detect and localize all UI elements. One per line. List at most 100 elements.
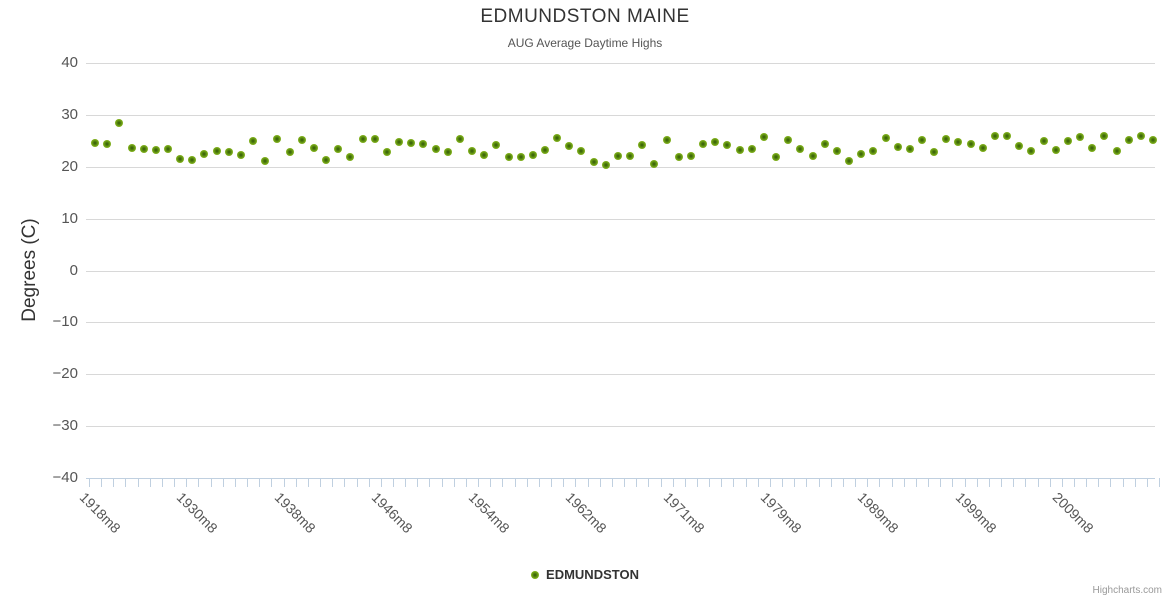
data-point[interactable] — [91, 139, 99, 148]
data-point[interactable] — [905, 145, 914, 154]
data-point[interactable] — [966, 139, 975, 148]
x-axis-tick — [648, 478, 650, 487]
data-point[interactable] — [686, 151, 695, 160]
data-point[interactable] — [188, 156, 197, 164]
data-point[interactable] — [893, 143, 902, 151]
data-point[interactable] — [942, 134, 951, 143]
x-axis-tick — [818, 478, 820, 487]
data-point[interactable] — [1136, 131, 1145, 140]
data-point[interactable] — [224, 147, 233, 156]
data-point[interactable] — [1027, 147, 1036, 156]
data-point[interactable] — [832, 146, 841, 155]
data-point[interactable] — [1076, 133, 1084, 142]
data-point[interactable] — [553, 133, 562, 142]
legend-item-edmundston[interactable]: EDMUNDSTON — [0, 567, 1170, 582]
data-point[interactable] — [1003, 131, 1012, 140]
x-axis-tick — [769, 478, 771, 487]
x-axis-tick — [88, 478, 90, 487]
data-point[interactable] — [674, 153, 683, 162]
data-point[interactable] — [881, 133, 890, 142]
data-point[interactable] — [747, 144, 756, 153]
data-point[interactable] — [176, 155, 185, 163]
data-point[interactable] — [601, 161, 610, 170]
data-point[interactable] — [127, 143, 136, 152]
data-point[interactable] — [954, 137, 963, 146]
data-point[interactable] — [516, 153, 525, 162]
data-point[interactable] — [857, 150, 866, 159]
data-point[interactable] — [808, 151, 817, 160]
data-point[interactable] — [990, 132, 999, 141]
data-point[interactable] — [249, 137, 258, 146]
data-point[interactable] — [917, 135, 926, 144]
data-point[interactable] — [164, 145, 172, 154]
data-point[interactable] — [626, 151, 635, 160]
data-point[interactable] — [930, 148, 939, 157]
data-point[interactable] — [212, 147, 221, 156]
data-point[interactable] — [115, 119, 124, 128]
data-point[interactable] — [395, 138, 403, 147]
data-point[interactable] — [346, 153, 355, 162]
data-point[interactable] — [322, 155, 331, 164]
data-point[interactable] — [431, 145, 440, 154]
data-point[interactable] — [541, 145, 549, 154]
data-point[interactable] — [784, 136, 793, 145]
highcharts-credits-link[interactable]: Highcharts.com — [1092, 585, 1162, 596]
data-point[interactable] — [468, 146, 476, 155]
data-point[interactable] — [1149, 135, 1157, 144]
data-point[interactable] — [589, 158, 598, 167]
data-point[interactable] — [492, 141, 501, 149]
data-point[interactable] — [200, 150, 209, 159]
x-axis-tick — [903, 478, 905, 487]
y-gridline — [86, 270, 1155, 272]
data-point[interactable] — [1100, 131, 1109, 140]
data-point[interactable] — [978, 143, 987, 152]
data-point[interactable] — [1063, 137, 1072, 146]
data-point[interactable] — [662, 136, 671, 145]
data-point[interactable] — [236, 151, 245, 160]
data-point[interactable] — [820, 139, 829, 148]
data-point[interactable] — [285, 147, 294, 156]
data-point[interactable] — [443, 147, 452, 156]
data-point[interactable] — [577, 146, 586, 155]
data-point[interactable] — [759, 133, 768, 142]
data-point[interactable] — [309, 143, 318, 152]
data-point[interactable] — [650, 160, 659, 169]
data-point[interactable] — [711, 138, 720, 147]
data-point[interactable] — [528, 150, 537, 159]
data-point[interactable] — [1015, 142, 1024, 150]
data-point[interactable] — [845, 157, 853, 165]
data-point[interactable] — [297, 135, 306, 144]
y-axis-tick-label: 30 — [61, 105, 78, 123]
data-point[interactable] — [151, 146, 160, 155]
data-point[interactable] — [1124, 136, 1133, 145]
data-point[interactable] — [1039, 137, 1048, 146]
data-point[interactable] — [613, 151, 622, 160]
data-point[interactable] — [1088, 144, 1097, 153]
data-point[interactable] — [261, 157, 270, 165]
y-gridline — [86, 166, 1155, 168]
data-point[interactable] — [1051, 145, 1060, 154]
data-point[interactable] — [480, 151, 489, 160]
data-point[interactable] — [504, 152, 513, 161]
data-point[interactable] — [419, 140, 428, 149]
data-point[interactable] — [772, 153, 780, 162]
data-point[interactable] — [638, 141, 647, 149]
data-point[interactable] — [358, 135, 367, 144]
data-point[interactable] — [139, 144, 148, 153]
data-point[interactable] — [796, 145, 805, 154]
data-point[interactable] — [455, 135, 464, 144]
data-point[interactable] — [723, 141, 732, 149]
data-point[interactable] — [735, 145, 744, 154]
data-point[interactable] — [370, 135, 379, 144]
data-point[interactable] — [1112, 146, 1121, 155]
data-point[interactable] — [334, 144, 343, 153]
data-point[interactable] — [565, 142, 574, 150]
data-point[interactable] — [382, 147, 391, 156]
data-point[interactable] — [407, 139, 416, 148]
data-point[interactable] — [699, 139, 707, 148]
x-axis-tick — [1110, 478, 1112, 487]
data-point[interactable] — [869, 146, 878, 155]
data-point[interactable] — [103, 139, 112, 148]
data-point[interactable] — [273, 134, 282, 143]
x-axis-tick — [1025, 478, 1027, 487]
